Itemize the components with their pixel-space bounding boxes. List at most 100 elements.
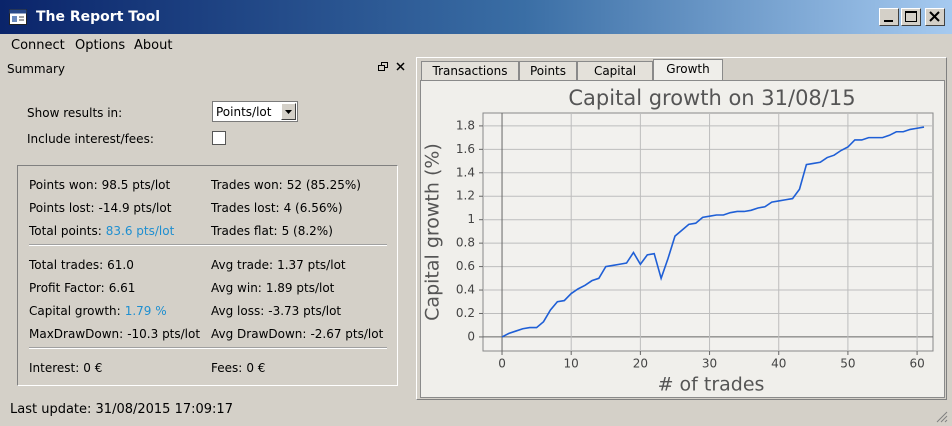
summary-dock: Summary Show results in: Points/lot Incl… bbox=[0, 57, 412, 400]
separator bbox=[29, 244, 387, 246]
stat-value: 0 € bbox=[246, 361, 266, 375]
stat-label: Points won: bbox=[29, 178, 98, 192]
menu-bar: Connect Options About bbox=[0, 34, 952, 56]
stat-item: Avg win: 1.89 pts/lot bbox=[211, 281, 334, 295]
chart: Capital growth on 31/08/15 # of trades C… bbox=[422, 86, 934, 396]
stat-label: Interest: bbox=[29, 361, 80, 375]
window-title: The Report Tool bbox=[36, 9, 160, 25]
stat-value: 6.61 bbox=[108, 281, 136, 295]
stat-value: 61.0 bbox=[107, 258, 134, 272]
stat-item: Interest: 0 € bbox=[29, 361, 102, 375]
stat-item: Avg DrawDown: -2.67 pts/lot bbox=[211, 327, 383, 341]
stat-label: Avg loss: bbox=[211, 304, 265, 318]
y-tick-label: 0.2 bbox=[456, 306, 475, 320]
y-tick-label: 0.4 bbox=[456, 283, 475, 297]
y-tick-label: 1.4 bbox=[456, 165, 475, 179]
x-tick-label: 30 bbox=[702, 357, 717, 371]
stat-value: -3.73 pts/lot bbox=[268, 304, 342, 318]
growth-line bbox=[501, 126, 925, 338]
close-button[interactable] bbox=[925, 8, 945, 26]
stat-label: Avg DrawDown: bbox=[211, 327, 307, 341]
separator bbox=[29, 347, 387, 349]
tab[interactable]: Capital bbox=[577, 61, 653, 81]
minimize-button[interactable] bbox=[879, 8, 899, 26]
stat-item: Trades won: 52 (85.25%) bbox=[211, 178, 361, 192]
y-tick-label: 0.8 bbox=[456, 236, 475, 250]
menu-item[interactable]: Options bbox=[75, 38, 126, 53]
stat-item: Total trades: 61.0 bbox=[29, 258, 134, 272]
x-tick-label: 0 bbox=[498, 357, 506, 371]
maximize-button[interactable] bbox=[901, 8, 921, 26]
stat-item: Avg trade: 1.37 pts/lot bbox=[211, 258, 346, 272]
dock-title: Summary bbox=[7, 62, 65, 76]
y-tick-label: 1.6 bbox=[456, 142, 475, 156]
x-tick-label: 10 bbox=[564, 357, 579, 371]
stat-item: Fees: 0 € bbox=[211, 361, 265, 375]
stat-label: Capital growth: bbox=[29, 304, 121, 318]
stat-value: 4 (6.56%) bbox=[283, 201, 343, 215]
stat-label: MaxDrawDown: bbox=[29, 327, 124, 341]
x-axis-label: # of trades bbox=[658, 374, 765, 396]
y-tick-label: 0.6 bbox=[456, 259, 475, 273]
chart-title: Capital growth on 31/08/15 bbox=[568, 86, 855, 110]
stat-item: Trades lost: 4 (6.56%) bbox=[211, 201, 343, 215]
stat-value: 1.89 pts/lot bbox=[265, 281, 335, 295]
stat-value: 5 (8.2%) bbox=[281, 224, 333, 238]
include-checkbox[interactable] bbox=[212, 131, 226, 145]
stat-label: Total trades: bbox=[29, 258, 104, 272]
status-bar: Last update: 31/08/2015 17:09:17 bbox=[10, 402, 233, 417]
stat-item: Total points: 83.6 pts/lot bbox=[29, 224, 174, 238]
stat-value: 1.79 % bbox=[124, 304, 167, 318]
plot-frame bbox=[482, 112, 934, 352]
stat-value: 1.37 pts/lot bbox=[277, 258, 346, 272]
stat-value: 98.5 pts/lot bbox=[101, 178, 171, 192]
stat-label: Total points: bbox=[29, 224, 102, 238]
chart-area: Capital growth on 31/08/15 # of trades C… bbox=[420, 80, 945, 398]
stat-label: Fees: bbox=[211, 361, 243, 375]
stat-label: Avg win: bbox=[211, 281, 262, 295]
x-tick-label: 40 bbox=[771, 357, 786, 371]
x-tick-label: 60 bbox=[909, 357, 924, 371]
tab[interactable]: Transactions bbox=[421, 61, 519, 81]
menu-item[interactable]: About bbox=[134, 38, 173, 53]
y-tick-label: 1.8 bbox=[456, 118, 475, 132]
stat-item: Points lost: -14.9 pts/lot bbox=[29, 201, 171, 215]
resize-grip[interactable] bbox=[935, 410, 949, 424]
tab[interactable]: Growth bbox=[653, 59, 723, 81]
stat-value: -2.67 pts/lot bbox=[310, 327, 384, 341]
stat-value: -14.9 pts/lot bbox=[98, 201, 172, 215]
stat-value: 52 (85.25%) bbox=[286, 178, 361, 192]
combo-arrow bbox=[281, 103, 296, 120]
show-results-label: Show results in: bbox=[27, 106, 123, 120]
y-tick-label: 1 bbox=[467, 212, 475, 226]
stat-label: Profit Factor: bbox=[29, 281, 105, 295]
x-tick-label: 20 bbox=[633, 357, 648, 371]
combo-value: Points/lot bbox=[216, 105, 272, 119]
stat-item: Avg loss: -3.73 pts/lot bbox=[211, 304, 341, 318]
stat-item: Capital growth: 1.79 % bbox=[29, 304, 167, 318]
tab[interactable]: Points bbox=[519, 61, 577, 81]
stat-item: MaxDrawDown: -10.3 pts/lot bbox=[29, 327, 200, 341]
x-tick-label: 50 bbox=[840, 357, 855, 371]
stat-item: Profit Factor: 6.61 bbox=[29, 281, 135, 295]
chart-panel: Transactions Points Capital Growth bbox=[416, 57, 947, 400]
y-axis-label: Capital growth (%) bbox=[422, 143, 444, 321]
dock-buttons[interactable] bbox=[378, 61, 408, 73]
stat-value: -10.3 pts/lot bbox=[127, 327, 201, 341]
stat-value: 0 € bbox=[83, 361, 103, 375]
title-bar: The Report Tool bbox=[0, 0, 952, 34]
stats-box: Points won: 98.5 pts/lot Trades won: 52 (85… bbox=[17, 165, 398, 386]
stat-value: 83.6 pts/lot bbox=[105, 224, 175, 238]
stat-item: Points won: 98.5 pts/lot bbox=[29, 178, 170, 192]
stat-label: Trades won: bbox=[211, 178, 283, 192]
menu-item[interactable]: Connect bbox=[11, 38, 65, 53]
y-tick-label: 1.2 bbox=[456, 189, 475, 203]
stat-label: Trades flat: bbox=[211, 224, 278, 238]
app-icon bbox=[9, 9, 27, 25]
stat-item: Trades flat: 5 (8.2%) bbox=[211, 224, 333, 238]
results-combo[interactable]: Points/lot bbox=[212, 101, 298, 122]
y-tick-label: 0 bbox=[467, 329, 475, 343]
stat-label: Points lost: bbox=[29, 201, 95, 215]
stat-label: Avg trade: bbox=[211, 258, 274, 272]
